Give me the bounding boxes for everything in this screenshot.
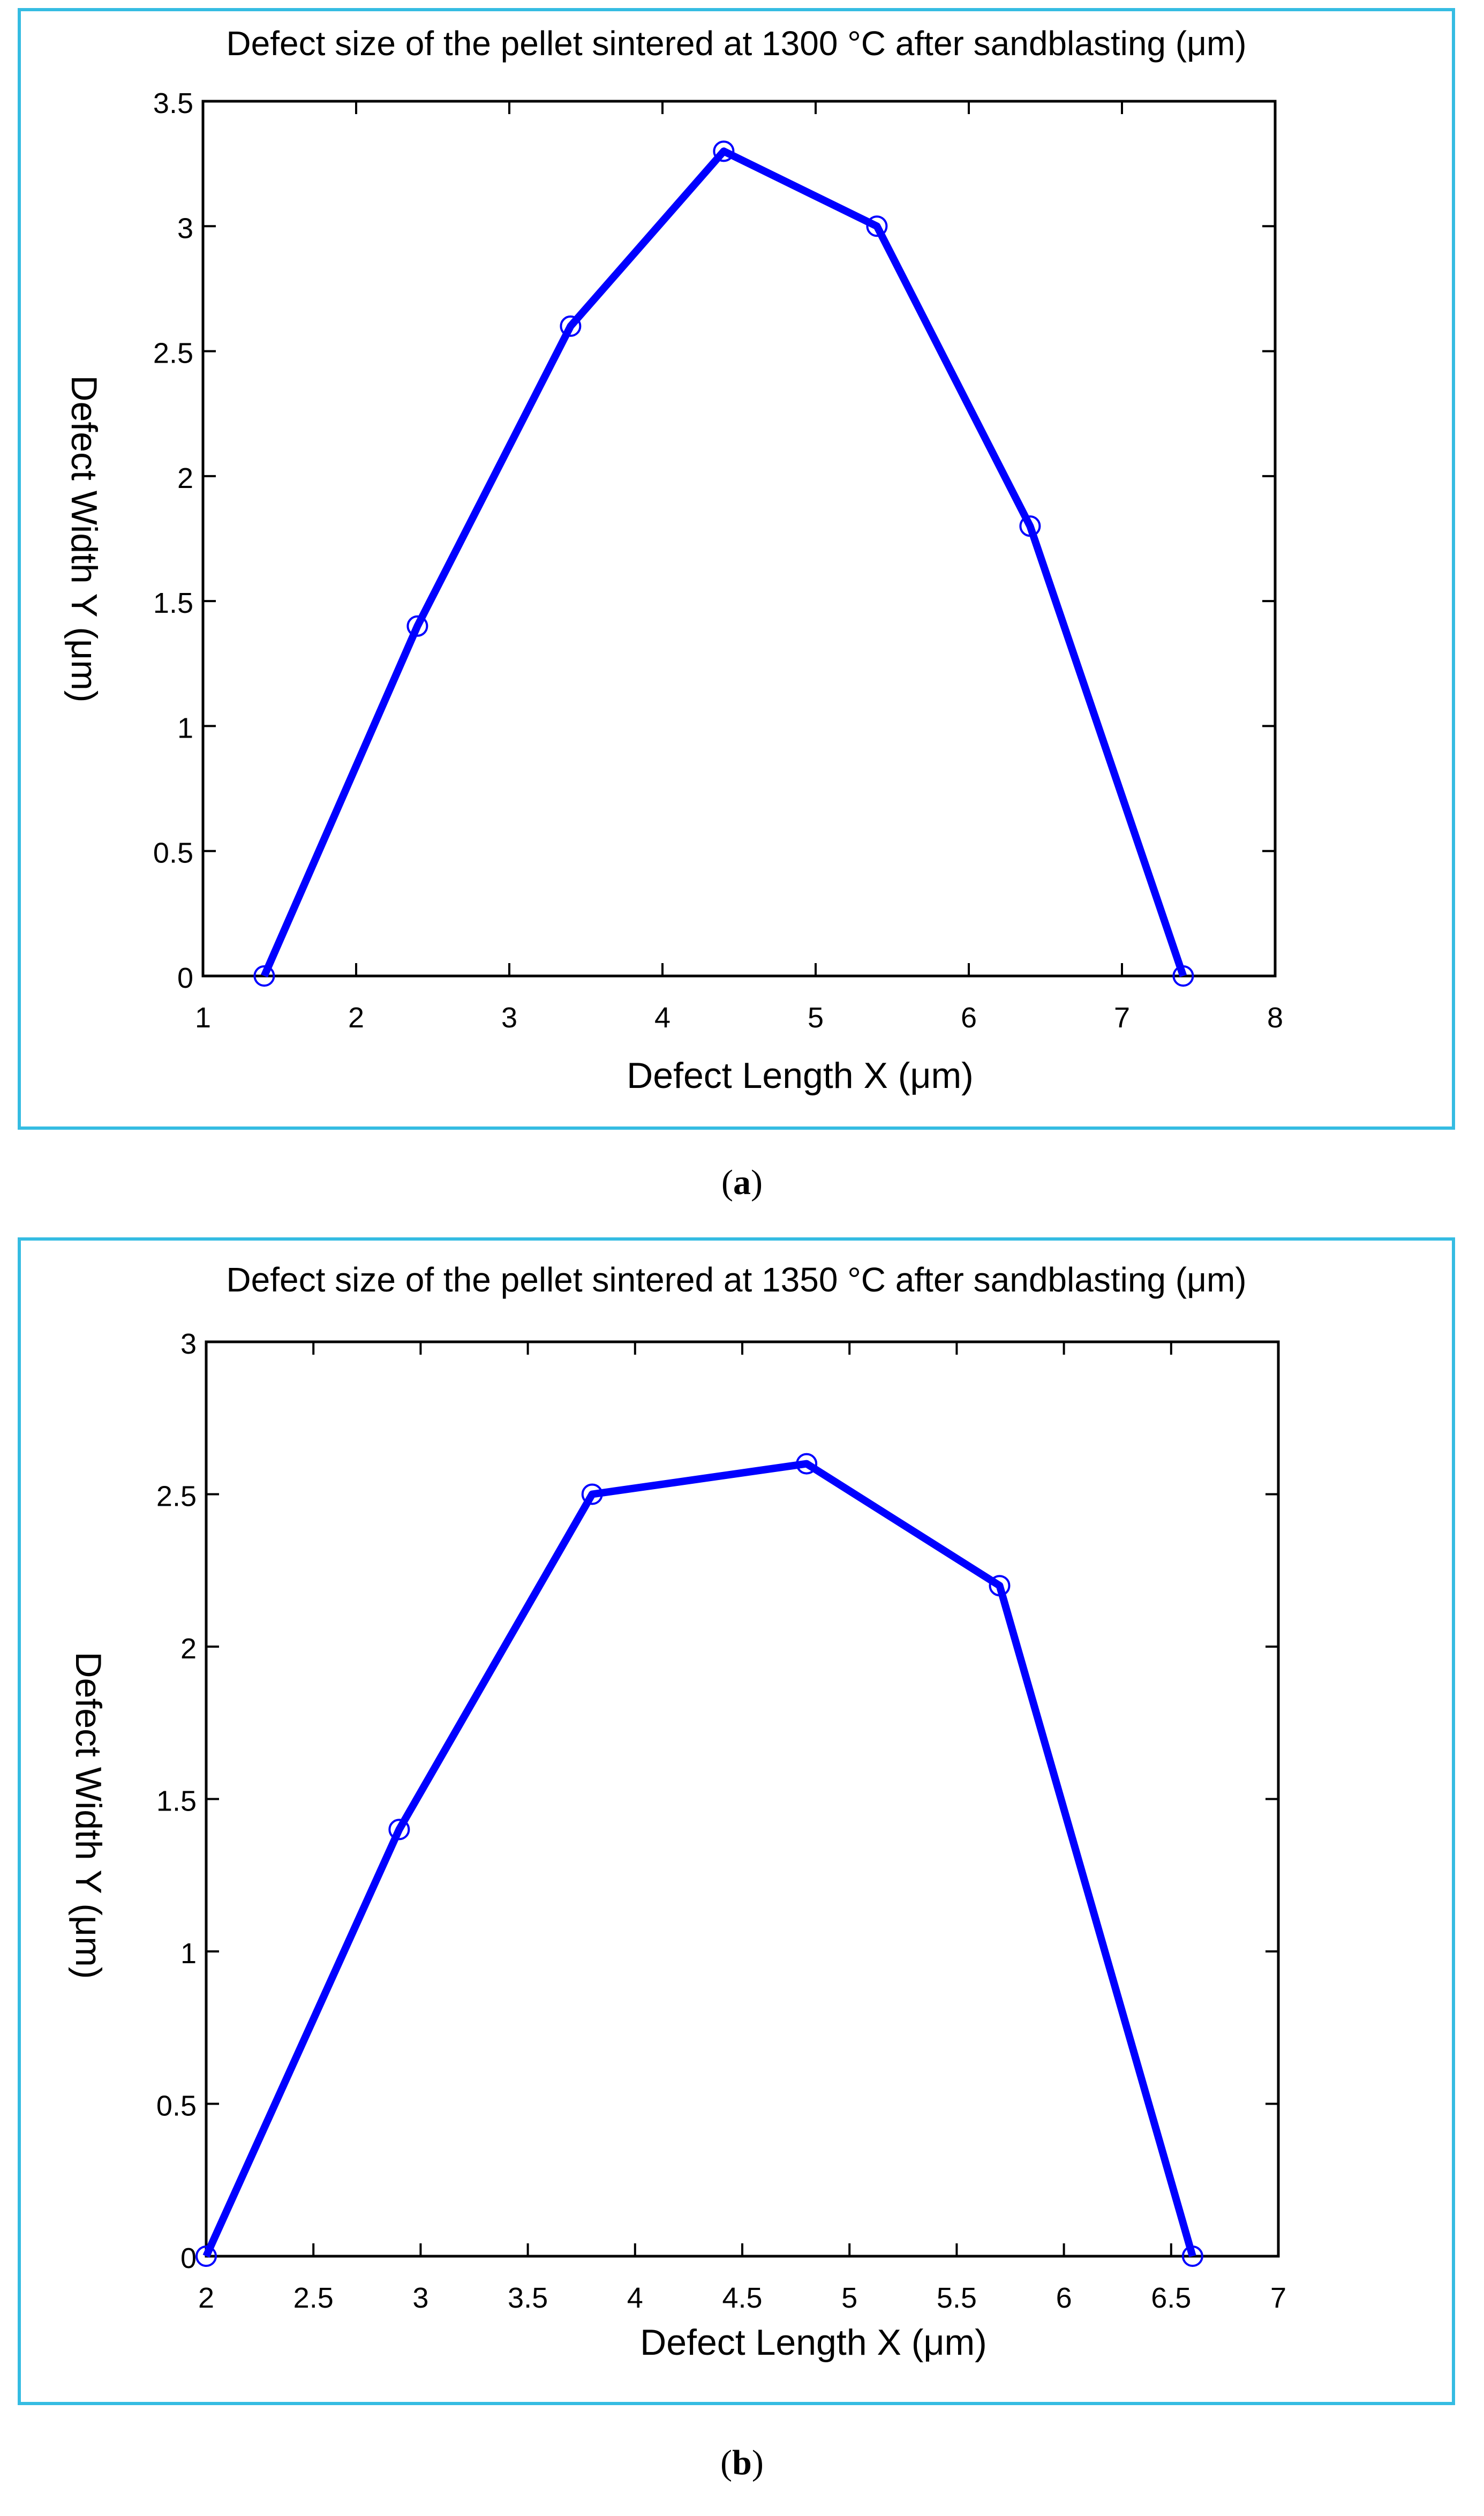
chart-a-x-tick-label: 4 xyxy=(654,1002,671,1034)
chart-a-y-tick-label: 2.5 xyxy=(153,337,193,370)
chart-a-x-tick-label: 8 xyxy=(1267,1002,1283,1034)
chart-a-y-tick-label: 0 xyxy=(177,962,193,994)
chart-b-data-point xyxy=(989,1575,1011,1597)
chart-a-y-axis-label: Defect Width Y (μm) xyxy=(64,375,104,702)
chart-a-y-tick-label: 3 xyxy=(177,212,193,244)
caption-a: (a) xyxy=(721,1163,763,1202)
chart-a-series-line xyxy=(260,147,1187,978)
chart-b-data-point xyxy=(388,1819,410,1841)
chart-b-x-tick-labels: 2 2.5 3 3.5 4 4.5 5 5.5 6 6.5 7 xyxy=(198,2282,1286,2314)
chart-b-y-tick-label: 0 xyxy=(180,2242,197,2274)
chart-a-x-tick-label: 1 xyxy=(195,1002,211,1034)
chart-b-series-line xyxy=(202,1460,1196,2258)
chart-b-y-tick-label: 1.5 xyxy=(156,1785,197,1817)
chart-b-y-tick-labels: 0 0.5 1 1.5 2 2.5 3 xyxy=(156,1328,197,2274)
chart-a-title: Defect size of the pellet sintered at 13… xyxy=(226,24,1246,63)
chart-a-data-point xyxy=(713,140,735,162)
chart-a-frame: Defect size of the pellet sintered at 13… xyxy=(18,8,1455,1130)
chart-a-data-point xyxy=(406,615,428,637)
chart-a-x-tick-label: 7 xyxy=(1114,1002,1130,1034)
chart-b-x-tick-label: 4 xyxy=(627,2282,643,2314)
chart-b: Defect size of the pellet sintered at 13… xyxy=(68,1260,1286,2363)
chart-b-plot-area xyxy=(205,1340,1280,2258)
chart-b-frame: Defect size of the pellet sintered at 13… xyxy=(18,1237,1455,2405)
chart-a-markers xyxy=(253,140,1194,987)
caption-b: (b) xyxy=(720,2443,764,2482)
chart-b-x-tick-label: 5 xyxy=(841,2282,857,2314)
chart-a-y-tick-label: 1 xyxy=(177,712,193,744)
chart-a: Defect size of the pellet sintered at 13… xyxy=(64,24,1283,1096)
chart-b-x-axis-label: Defect Length X (μm) xyxy=(640,2322,987,2363)
chart-a-plot-area xyxy=(201,100,1277,978)
chart-a-ticks xyxy=(202,100,1276,977)
chart-b-y-tick-label: 1 xyxy=(180,1937,197,1970)
chart-a-data-point xyxy=(866,215,888,237)
chart-a-y-tick-label: 0.5 xyxy=(153,837,193,869)
chart-b-x-tick-label: 4.5 xyxy=(722,2282,762,2314)
chart-a-y-tick-label: 2 xyxy=(177,462,193,494)
chart-a-x-tick-label: 6 xyxy=(961,1002,977,1034)
chart-b-y-tick-label: 3 xyxy=(180,1328,197,1360)
chart-a-y-tick-label: 3.5 xyxy=(153,87,193,119)
chart-b-markers xyxy=(195,1453,1203,2267)
chart-b-title: Defect size of the pellet sintered at 13… xyxy=(226,1260,1246,1299)
chart-b-data-point xyxy=(1181,2245,1203,2267)
chart-b-x-tick-label: 2 xyxy=(198,2282,214,2314)
chart-b-x-tick-label: 6 xyxy=(1056,2282,1072,2314)
chart-a-data-point xyxy=(253,965,275,987)
chart-b-y-tick-label: 2 xyxy=(180,1633,197,1665)
chart-b-x-tick-label: 6.5 xyxy=(1151,2282,1191,2314)
chart-b-x-tick-label: 2.5 xyxy=(293,2282,334,2314)
chart-a-x-tick-labels: 1 2 3 4 5 6 7 8 xyxy=(195,1002,1283,1034)
chart-a-x-tick-label: 3 xyxy=(501,1002,517,1034)
chart-a-y-tick-labels: 0 0.5 1 1.5 2 2.5 3 3.5 xyxy=(153,87,193,994)
chart-b-x-tick-label: 3 xyxy=(412,2282,428,2314)
chart-b-data-point xyxy=(796,1453,818,1475)
chart-b-x-tick-label: 7 xyxy=(1270,2282,1286,2314)
chart-b-y-tick-label: 2.5 xyxy=(156,1481,197,1513)
chart-a-x-tick-label: 5 xyxy=(808,1002,824,1034)
chart-a-x-axis-label: Defect Length X (μm) xyxy=(627,1055,974,1096)
chart-b-y-tick-label: 0.5 xyxy=(156,2090,197,2122)
chart-b-data-point xyxy=(581,1483,603,1505)
chart-a-x-tick-label: 2 xyxy=(348,1002,364,1034)
chart-b-data-point xyxy=(195,2245,217,2267)
chart-a-data-point xyxy=(1172,965,1194,987)
chart-b-x-tick-label: 5.5 xyxy=(937,2282,977,2314)
chart-a-data-point xyxy=(1019,515,1041,537)
chart-b-y-axis-label: Defect Width Y (μm) xyxy=(68,1651,109,1979)
chart-a-y-tick-label: 1.5 xyxy=(153,587,193,619)
chart-b-ticks xyxy=(205,1341,1279,2257)
chart-a-data-point xyxy=(560,315,582,337)
chart-b-x-tick-label: 3.5 xyxy=(508,2282,548,2314)
